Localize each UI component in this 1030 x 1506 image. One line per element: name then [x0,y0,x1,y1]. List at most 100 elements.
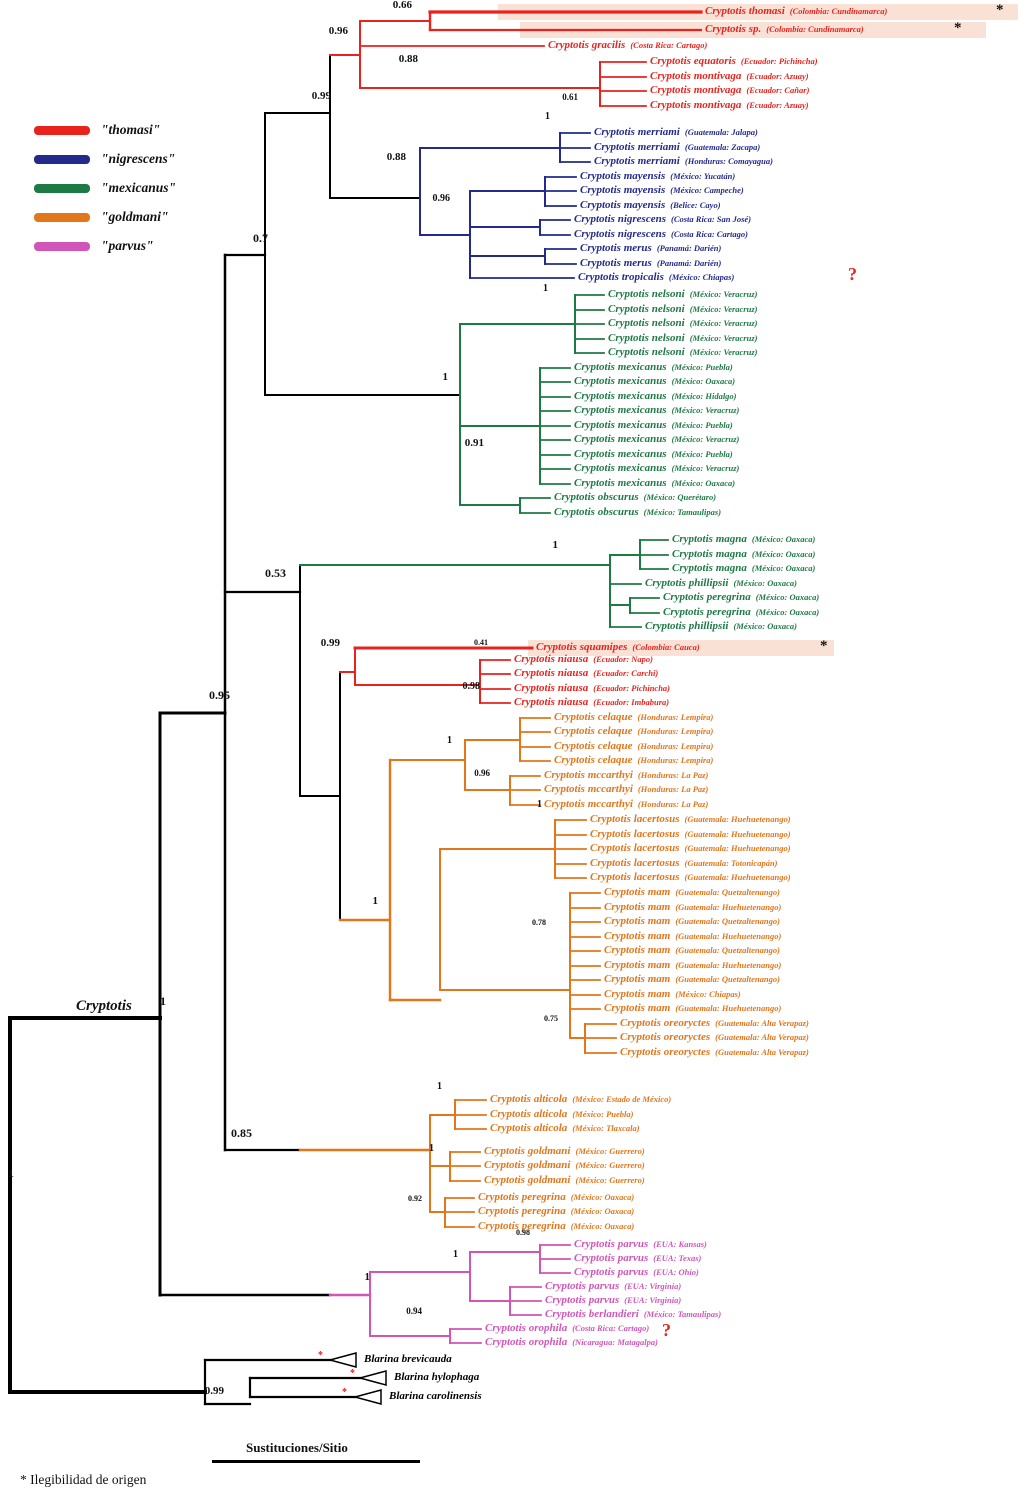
locality-label: (México: Puebla) [671,362,733,372]
tip-label: Cryptotis mexicanus (México: Oaxaca) [574,375,735,388]
locality-label: (Ecuador: Cañar) [746,85,810,95]
species-name: Cryptotis merus [580,242,652,254]
support-value: 0.94 [406,1306,422,1316]
legend-item-thomasi: "thomasi" [34,122,176,138]
species-name: Cryptotis parvus [574,1266,649,1278]
tip-label: Blarina brevicauda [364,1353,452,1366]
locality-label: (Guatemala: Quetzaltenango) [675,916,780,926]
species-name: Cryptotis alticola [490,1108,568,1120]
origin-asterisk: * [342,1387,347,1398]
species-name: Cryptotis parvus [545,1280,620,1292]
tip-label: Cryptotis nelsoni (México: Veracruz) [608,288,757,301]
locality-label: (México: Oaxaca) [671,478,736,488]
locality-label: (México: Oaxaca) [755,607,820,617]
scale-bar [212,1460,420,1463]
tip-label: Cryptotis nelsoni (México: Veracruz) [608,346,757,359]
species-name: Cryptotis parvus [545,1294,620,1306]
support-value: 0.96 [474,768,490,778]
tip-label: Cryptotis goldmani (México: Guerrero) [484,1145,645,1158]
species-name: Cryptotis oreoryctes [620,1031,711,1043]
species-name: Cryptotis orophila [485,1322,568,1334]
collapsed-clade-triangle [352,1389,382,1405]
locality-label: (México: Hidalgo) [671,391,737,401]
species-name: Cryptotis mam [604,886,671,898]
species-name: Cryptotis montivaga [650,84,742,96]
species-name: Cryptotis sp. [705,23,762,35]
locality-label: (México: Chiapas) [675,989,741,999]
collapsed-clade-triangle [357,1370,387,1386]
tip-label: Cryptotis peregrina (México: Oaxaca) [478,1191,634,1204]
species-name: Cryptotis mccarthyi [544,783,633,795]
tip-label: Cryptotis alticola (México: Puebla) [490,1108,633,1121]
tip-label: Cryptotis berlandieri (México: Tamaulipas… [545,1308,721,1321]
species-name: Cryptotis phillipsii [645,620,729,632]
tip-label: Cryptotis nelsoni (México: Veracruz) [608,332,757,345]
tip-label: Cryptotis mexicanus (México: Oaxaca) [574,477,735,490]
support-value: 1 [442,371,449,383]
legend-label: "parvus" [101,238,154,253]
locality-label: (México: Querétaro) [643,492,717,502]
tip-label: Cryptotis mccarthyi (Honduras: La Paz) [544,783,708,796]
tip-label: Cryptotis montivaga (Ecuador: Azuay) [650,70,809,83]
locality-label: (Guatemala: Huehuetenango) [675,960,782,970]
locality-label: (México: Oaxaca) [755,592,820,602]
origin-asterisk: * [820,638,828,654]
species-name: Cryptotis montivaga [650,70,742,82]
locality-label: (México: Oaxaca) [733,578,797,588]
locality-label: (México: Tlaxcala) [572,1123,640,1133]
legend-label: "nigrescens" [101,151,176,166]
support-value: 0.91 [464,437,484,449]
goldmani-color-swatch [34,212,90,222]
tip-label: Cryptotis nigrescens (Costa Rica: Cartago… [574,228,748,241]
locality-label: (México: Oaxaca) [751,534,816,544]
locality-label: (Colombia: Cundinamarca) [766,24,864,34]
species-name: Cryptotis oreoryctes [620,1046,711,1058]
support-value: 1 [429,1143,434,1154]
species-name: Cryptotis goldmani [484,1159,571,1171]
legend-item-nigrescens: "nigrescens" [34,151,176,167]
support-value: 1 [372,895,379,907]
tip-label: Cryptotis montivaga (Ecuador: Cañar) [650,84,809,97]
species-name: Cryptotis celaque [554,711,633,723]
support-value: 0.98 [516,1228,530,1237]
legend-item-parvus: "parvus" [34,238,176,254]
tip-label: Cryptotis mexicanus (México: Puebla) [574,361,733,374]
highlight-band [498,4,1018,20]
species-name: Cryptotis mam [604,915,671,927]
locality-label: (Honduras: Comayagua) [684,156,773,166]
tip-label: Cryptotis mam (Guatemala: Quetzaltenango) [604,915,780,928]
locality-label: (México: Puebla) [671,449,733,459]
support-value: 0.66 [392,0,412,11]
highlight-band [528,640,834,656]
tip-label: Cryptotis parvus (EUA: Ohio) [574,1266,699,1279]
species-name: Cryptotis lacertosus [590,813,680,825]
species-name: Blarina hylophaga [394,1371,480,1383]
tip-label: Cryptotis mexicanus (México: Veracruz) [574,433,739,446]
tip-label: Cryptotis celaque (Honduras: Lempira) [554,725,713,738]
species-name: Cryptotis peregrina [663,591,751,603]
tip-label: Cryptotis peregrina (México: Oaxaca) [663,591,819,604]
tip-label: Cryptotis niausa (Ecuador: Napo) [514,653,653,666]
locality-label: (México: Veracruz) [689,333,758,343]
locality-label: (Ecuador: Azuay) [746,100,809,110]
legend-label: "goldmani" [101,209,169,224]
locality-label: (México: Puebla) [671,420,733,430]
locality-label: (Honduras: Lempira) [637,755,714,765]
locality-label: (EUA: Virginia) [624,1281,682,1291]
support-value: 1 [160,994,166,1008]
tip-label: Cryptotis lacertosus (Guatemala: Huehuete… [590,828,791,841]
species-name: Cryptotis peregrina [478,1205,566,1217]
locality-label: (Guatemala: Alta Verapaz) [715,1018,809,1028]
species-name: Cryptotis mam [604,1002,671,1014]
tip-label: Cryptotis parvus (EUA: Virginia) [545,1280,681,1293]
tip-label: Cryptotis merus (Panamá: Darién) [580,242,721,255]
tip-label: Cryptotis goldmani (México: Guerrero) [484,1159,645,1172]
tip-label: Cryptotis merriami (Honduras: Comayagua) [594,155,773,168]
species-name: Cryptotis peregrina [478,1191,566,1203]
locality-label: (Ecuador: Pichincha) [740,56,818,66]
tip-label: Cryptotis mexicanus (México: Hidalgo) [574,390,737,403]
species-name: Cryptotis parvus [574,1252,649,1264]
species-name: Cryptotis parvus [574,1238,649,1250]
thomasi-color-swatch [34,125,90,135]
uncertainty-question-mark: ? [848,264,857,284]
